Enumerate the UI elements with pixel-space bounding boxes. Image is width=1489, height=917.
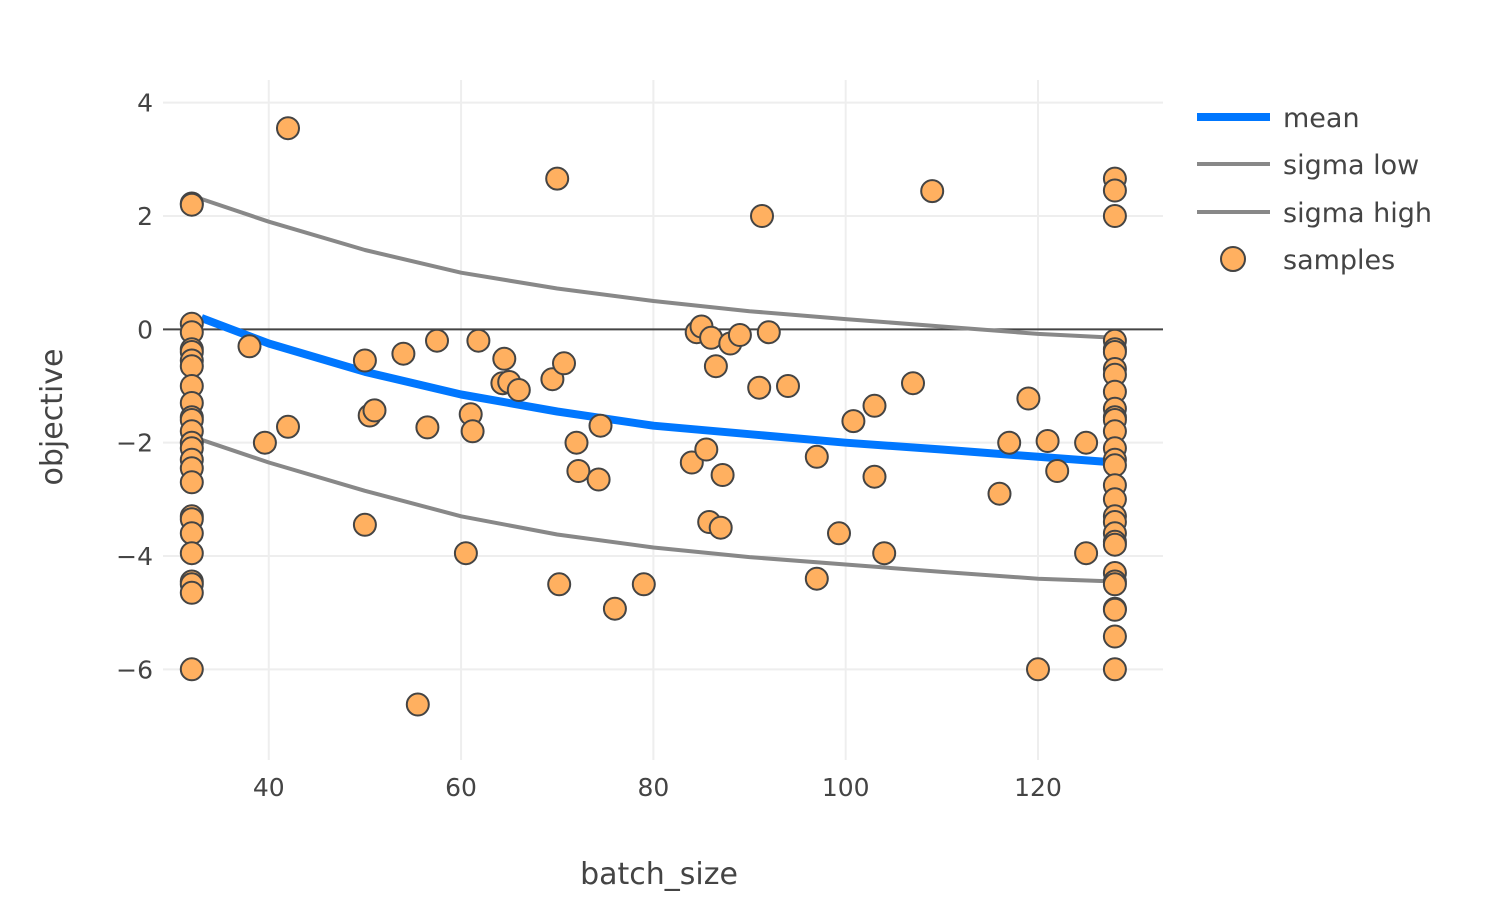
sample-point bbox=[1016, 386, 1041, 411]
sample-point bbox=[492, 346, 517, 371]
sample-point bbox=[453, 541, 478, 566]
sigma-low-line bbox=[200, 437, 1115, 584]
y-axis-title: objective bbox=[35, 349, 70, 486]
sample-point bbox=[586, 467, 611, 492]
sample-point bbox=[872, 541, 897, 566]
sigma-high-line bbox=[200, 197, 1116, 340]
x-axis-title: batch_size bbox=[580, 857, 738, 892]
sample-point bbox=[987, 481, 1012, 506]
sample-point bbox=[1102, 453, 1127, 478]
sample-point bbox=[425, 328, 449, 353]
mean-line bbox=[200, 314, 1116, 467]
y-tick-label: 4 bbox=[137, 89, 153, 118]
sample-point bbox=[901, 371, 925, 396]
sample-point bbox=[552, 351, 576, 376]
x-tick-label: 60 bbox=[445, 773, 477, 802]
x-tick-label: 80 bbox=[637, 773, 669, 802]
legend-sigma-low-label: sigma low bbox=[1283, 150, 1419, 181]
sample-point bbox=[841, 409, 866, 434]
sample-point bbox=[547, 572, 572, 597]
sample-point bbox=[506, 378, 531, 402]
sample-point bbox=[179, 354, 204, 379]
sample-point bbox=[1102, 532, 1127, 557]
sample-point bbox=[1102, 572, 1127, 597]
sample-point bbox=[710, 463, 735, 487]
grid bbox=[163, 80, 1163, 760]
sample-point bbox=[862, 464, 887, 489]
sample-point bbox=[237, 334, 262, 359]
y-tick-label: −2 bbox=[116, 429, 153, 458]
sample-point bbox=[750, 204, 774, 228]
sample-point bbox=[827, 521, 851, 546]
sample-point bbox=[776, 374, 800, 398]
legend-samples-swatch bbox=[1220, 246, 1246, 272]
sample-point bbox=[1035, 429, 1060, 453]
sample-point bbox=[179, 521, 204, 546]
sample-point bbox=[804, 566, 829, 591]
sample-point bbox=[1045, 459, 1070, 483]
x-tick-label: 40 bbox=[253, 773, 285, 802]
sample-point bbox=[1102, 657, 1127, 682]
y-tick-label: −6 bbox=[116, 655, 153, 684]
sample-point bbox=[631, 572, 656, 597]
sample-point bbox=[564, 430, 589, 455]
sample-point bbox=[391, 341, 416, 366]
sample-point bbox=[566, 459, 591, 483]
sample-point bbox=[276, 116, 300, 141]
sample-point bbox=[703, 354, 728, 379]
sample-point bbox=[545, 166, 570, 191]
y-tick-label: 0 bbox=[137, 315, 153, 344]
series-lines bbox=[200, 197, 1116, 584]
y-axis-ticks: 4 2 0 −2 −4 −6 bbox=[116, 89, 153, 685]
sample-point bbox=[920, 179, 945, 204]
sample-point bbox=[747, 375, 772, 400]
sample-point bbox=[1102, 178, 1127, 203]
sample-point bbox=[804, 444, 829, 469]
sample-points bbox=[179, 116, 1127, 717]
sample-point bbox=[179, 470, 204, 495]
sample-point bbox=[1102, 204, 1127, 228]
legend-sigma-high-label: sigma high bbox=[1283, 198, 1432, 229]
sample-point bbox=[1102, 597, 1127, 622]
sample-point bbox=[405, 692, 430, 717]
sample-point bbox=[252, 430, 277, 455]
legend-samples-label: samples bbox=[1283, 245, 1395, 276]
sample-point bbox=[179, 541, 204, 566]
sample-point bbox=[179, 580, 204, 605]
sample-point bbox=[756, 320, 781, 345]
x-tick-label: 100 bbox=[822, 773, 870, 802]
sample-point bbox=[997, 430, 1022, 455]
x-axis-ticks: 40 60 80 100 120 bbox=[253, 773, 1062, 802]
sample-point bbox=[1026, 657, 1050, 682]
sample-point bbox=[588, 413, 613, 438]
sample-point bbox=[1074, 541, 1099, 566]
sample-point bbox=[1102, 624, 1127, 649]
legend-mean-label: mean bbox=[1283, 103, 1360, 134]
y-tick-label: 2 bbox=[137, 202, 153, 231]
sample-point bbox=[708, 515, 733, 540]
sample-point bbox=[727, 323, 752, 347]
sample-point bbox=[362, 398, 387, 423]
sample-point bbox=[179, 657, 204, 682]
x-tick-label: 120 bbox=[1014, 773, 1062, 802]
y-tick-label: −4 bbox=[116, 542, 153, 571]
sample-point bbox=[540, 367, 565, 392]
sample-point bbox=[179, 192, 204, 217]
sample-point bbox=[352, 512, 377, 537]
sample-point bbox=[862, 393, 887, 418]
sample-point bbox=[352, 348, 377, 373]
sample-point bbox=[602, 596, 627, 621]
sample-point bbox=[415, 415, 440, 440]
sample-point bbox=[1074, 430, 1099, 455]
sample-point bbox=[466, 328, 491, 353]
legend: mean sigma low sigma high samples bbox=[1197, 103, 1432, 276]
sample-point bbox=[276, 414, 300, 439]
sample-point bbox=[694, 437, 719, 462]
sample-point bbox=[460, 419, 485, 444]
